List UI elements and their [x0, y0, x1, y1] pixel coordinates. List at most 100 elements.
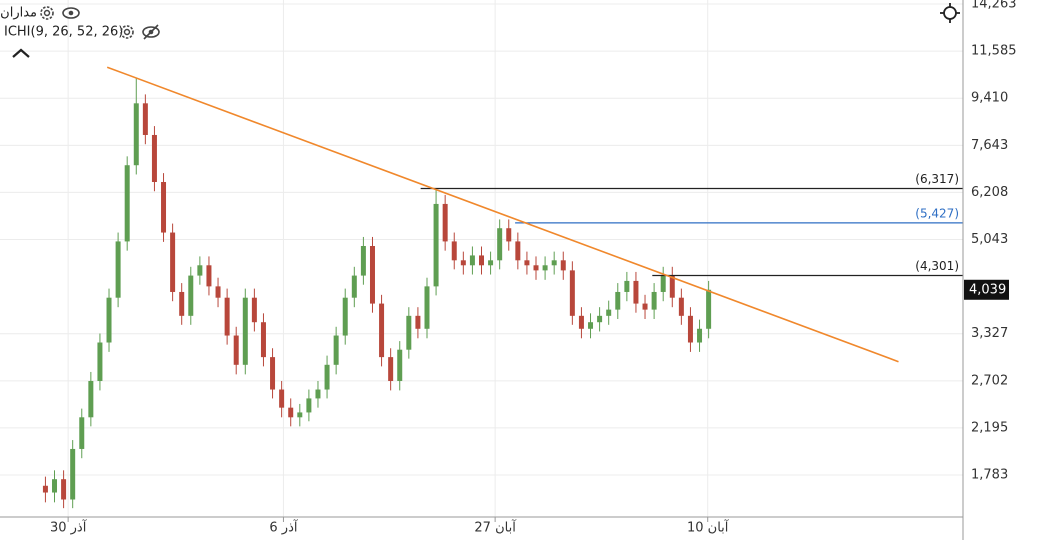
- candle-body: [324, 364, 330, 390]
- candle-body: [560, 260, 566, 271]
- candle-body: [197, 265, 203, 276]
- candle-body: [215, 286, 221, 298]
- candle-body: [206, 265, 212, 287]
- y-tick-label: 5,043: [971, 232, 1008, 247]
- collapse-button[interactable]: [12, 48, 30, 58]
- candle-body: [497, 228, 503, 261]
- candle-body: [424, 286, 430, 329]
- y-tick-label: 7,643: [971, 138, 1008, 153]
- y-tick-label: 2,195: [971, 420, 1008, 435]
- candle-body: [415, 315, 421, 329]
- candle-body: [42, 485, 48, 493]
- level-label: (4,301): [915, 259, 959, 273]
- candle-body: [406, 315, 412, 350]
- settings-icon[interactable]: [40, 6, 54, 20]
- y-tick-label: 3,327: [971, 326, 1008, 341]
- y-tick-label: 9,410: [971, 91, 1008, 106]
- candle-body: [706, 289, 712, 329]
- candle-body: [697, 328, 703, 343]
- candle-body: [315, 389, 321, 399]
- candle-body: [578, 315, 584, 329]
- candle-body: [569, 270, 575, 316]
- candle-body: [642, 303, 648, 310]
- candle-body: [515, 241, 521, 261]
- candle-body: [224, 297, 230, 336]
- candle-body: [133, 103, 139, 166]
- candle-body: [351, 275, 357, 298]
- candle-body: [297, 412, 303, 418]
- candle-body: [488, 260, 494, 266]
- y-tick-label: 11,585: [971, 44, 1017, 59]
- candle-body: [233, 335, 239, 365]
- candle-body: [279, 389, 285, 408]
- candle-body: [142, 103, 148, 135]
- candle-body: [597, 315, 603, 323]
- candle-body: [151, 134, 157, 183]
- candle-body: [115, 241, 121, 298]
- last-price-label: 4,039: [969, 282, 1006, 297]
- y-tick-label: 2,702: [971, 373, 1008, 388]
- candle-body: [360, 246, 366, 276]
- candle-body: [333, 335, 339, 365]
- candle-body: [97, 342, 103, 381]
- candle-body: [379, 303, 385, 358]
- x-tick-label: 27 آبان: [474, 519, 517, 536]
- candle-body: [506, 228, 512, 242]
- candle-body: [433, 203, 439, 287]
- candle-body: [397, 349, 403, 381]
- candle-body: [551, 260, 557, 266]
- visibility-icon[interactable]: [62, 7, 80, 19]
- candle-body: [306, 398, 312, 413]
- candle-body: [161, 182, 167, 233]
- candle-body: [388, 357, 394, 381]
- candle-body: [242, 297, 248, 365]
- x-tick-label: 6 آذر: [269, 519, 298, 536]
- grid: [0, 0, 963, 517]
- candle-body: [606, 309, 612, 316]
- level-label: (6,317): [915, 172, 959, 186]
- candle-body: [588, 322, 594, 329]
- candle-body: [270, 357, 276, 390]
- candle-body: [70, 448, 76, 500]
- candle-body: [687, 315, 693, 343]
- candle-body: [179, 291, 185, 316]
- candle-body: [260, 322, 266, 358]
- hidden-icon[interactable]: [142, 24, 160, 40]
- candle-body: [633, 280, 639, 304]
- candle-body: [624, 280, 630, 292]
- y-tick-label: 1,783: [971, 467, 1008, 482]
- candle-body: [524, 260, 530, 266]
- candle-body: [369, 246, 375, 304]
- candle-body: [469, 255, 475, 266]
- last-price-box: [964, 279, 1009, 300]
- candle-body: [451, 241, 457, 261]
- candle-body: [79, 417, 85, 449]
- candle-body: [460, 260, 466, 266]
- candle-body: [615, 291, 621, 310]
- candle-body: [106, 297, 112, 343]
- candle-body: [188, 275, 194, 316]
- candle-body: [479, 255, 484, 266]
- candle-body: [442, 203, 448, 242]
- candle-body: [170, 232, 176, 292]
- candle-body: [669, 275, 675, 298]
- settings-icon[interactable]: [120, 25, 134, 39]
- crosshair-button[interactable]: [940, 3, 960, 23]
- candle-body: [542, 265, 548, 271]
- candle-body: [52, 479, 58, 493]
- candle-body: [660, 275, 666, 292]
- candle-body: [288, 407, 294, 418]
- x-tick-label: 10 آبان: [687, 519, 730, 536]
- trendline: [106, 66, 899, 363]
- indicator-label: مداران: [0, 6, 37, 21]
- candle-body: [533, 265, 539, 271]
- x-tick-label: 30 آذر: [50, 519, 88, 536]
- candle-body: [124, 165, 130, 242]
- y-tick-label: 14,263: [971, 0, 1017, 12]
- level-label: (5,427): [915, 206, 959, 220]
- candle-body: [651, 291, 657, 310]
- candle-body: [88, 380, 94, 418]
- y-tick-label: 6,208: [971, 185, 1008, 200]
